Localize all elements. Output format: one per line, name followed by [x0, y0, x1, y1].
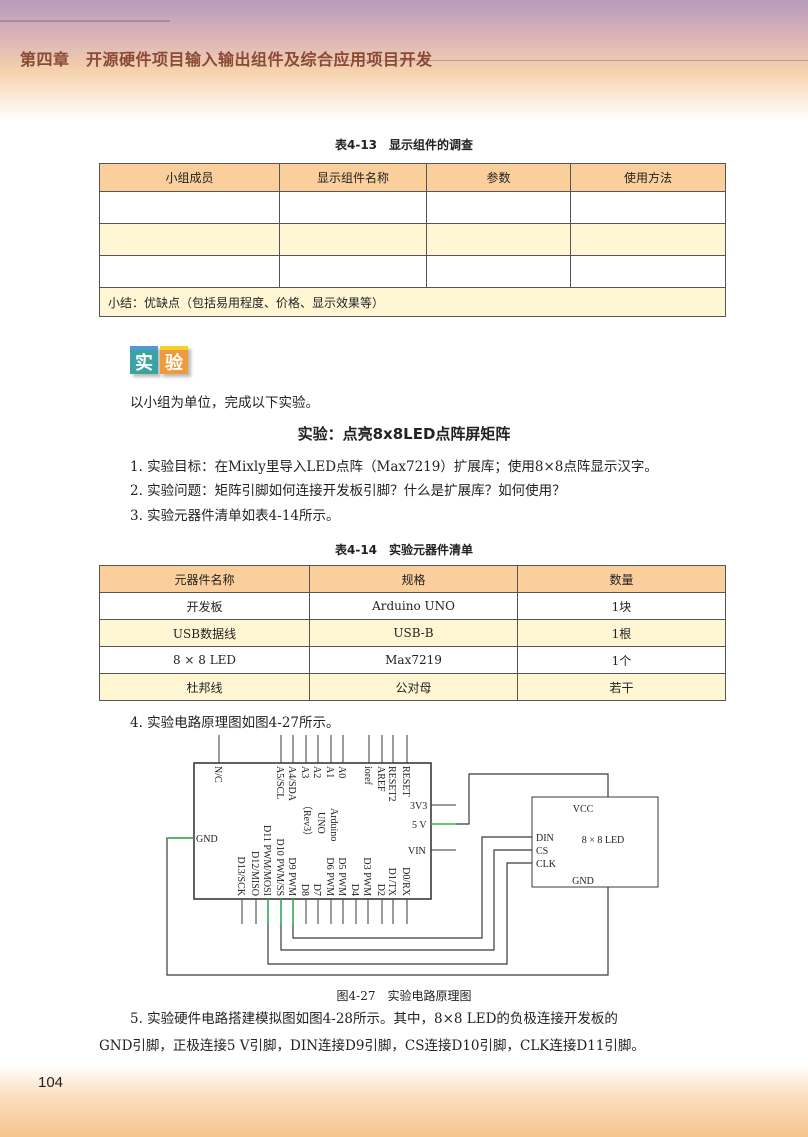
arduino-board [193, 762, 432, 900]
wire-d10-cs [280, 849, 532, 951]
board-label: UNO [315, 812, 326, 834]
table-row [99, 191, 726, 224]
pin-label-bottom: D7 [311, 884, 322, 896]
table-row: 杜邦线 公对母 若干 [99, 673, 726, 701]
cell: USB-B [309, 619, 518, 647]
col-header: 显示组件名称 [279, 163, 427, 192]
figure-caption: 图4-27 实验电路原理图 [336, 989, 472, 1003]
cell: 杜邦线 [99, 673, 310, 701]
step-5-line2: GND引脚，正极连接5 V引脚，DIN连接D9引脚，CS连接D10引脚，CLK连… [99, 1038, 645, 1054]
pin-label-top: RESET [400, 766, 411, 797]
table1-caption: 表4-13 显示组件的调查 [334, 138, 474, 152]
pin-label-bottom: D9 PWM [286, 857, 297, 896]
pin-label-3v3: 3V3 [410, 801, 427, 812]
cell: 若干 [517, 673, 726, 701]
experiment-badge: 实验 [130, 346, 188, 374]
pin-label-bottom: D12/MISO [249, 851, 260, 896]
step-5-line1: 5. 实验硬件电路搭建模拟图如图4-28所示。其中，8×8 LED的负极连接开发… [130, 1011, 618, 1027]
pin-label-top: A0 [336, 766, 347, 778]
component-table: 元器件名称 规格 数量 开发板 Arduino UNO 1块 USB数据线 USB-B 1根… [99, 565, 726, 701]
board-label: Arduino [328, 808, 339, 841]
led-name: 8 × 8 LED [582, 835, 625, 846]
led-pin-vcc: VCC [573, 804, 594, 815]
table-row: 开发板 Arduino UNO 1块 [99, 592, 726, 620]
page-header-banner [0, 0, 808, 120]
cell: 1个 [517, 646, 726, 674]
page-footer-banner [0, 1065, 808, 1137]
pin-label-top: RESET2 [386, 766, 397, 802]
pin-label-5v: 5 V [412, 820, 427, 831]
board-label: （Rev3） [301, 800, 313, 841]
cell: 1根 [517, 619, 726, 647]
led-pin-gnd: GND [572, 876, 594, 887]
wire-d11-clk [267, 862, 532, 965]
table-row: USB数据线 USB-B 1根 [99, 619, 726, 647]
pin-label-top: A3 [299, 766, 310, 778]
pin-label-bottom: D11 PWM/MOSI [261, 825, 272, 896]
summary-row: 小结：优缺点（包括易用程度、价格、显示效果等） [99, 287, 726, 317]
survey-table: 小组成员 显示组件名称 参数 使用方法 小结：优缺点（包括易用程度、价格、显示效果等） [99, 163, 726, 317]
col-header: 数量 [517, 565, 726, 593]
pin-label-bottom: D2 [375, 884, 386, 896]
pin-label-bottom: D6 PWM [324, 857, 335, 896]
table-row [99, 223, 726, 256]
pin-label-top: ioref [362, 766, 373, 786]
wire-d9-din [292, 836, 532, 939]
led-matrix-module [531, 796, 659, 888]
cell: USB数据线 [99, 619, 310, 647]
led-pin-clk: CLK [536, 859, 557, 870]
pin-label-vin: VIN [408, 846, 426, 857]
pin-label-bottom: D10 PWM/SS [274, 838, 285, 896]
cell: Arduino UNO [309, 592, 518, 620]
pin-label-bottom: D0/RX [400, 867, 411, 897]
step-4: 4. 实验电路原理图如图4-27所示。 [130, 715, 340, 731]
badge-char: 实 [130, 346, 158, 374]
wire-5v-vcc [456, 773, 609, 825]
cell: 1块 [517, 592, 726, 620]
pin-label-bottom: D1/TX [386, 868, 397, 897]
pin-label-top: N/C [212, 766, 223, 783]
table2-caption: 表4-14 实验元器件清单 [334, 543, 474, 557]
pin-label-bottom: D4 [349, 884, 360, 896]
pin-label-top: A4/SDA [286, 766, 297, 802]
pin-label-gnd: GND [196, 834, 218, 845]
cell: 公对母 [309, 673, 518, 701]
step-2: 2. 实验问题：矩阵引脚如何连接开发板引脚？什么是扩展库？如何使用？ [130, 483, 566, 499]
step-1: 1. 实验目标：在Mixly里导入LED点阵（Max7219）扩展库；使用8×8… [130, 459, 658, 475]
led-pin-din: DIN [536, 833, 554, 844]
step-3: 3. 实验元器件清单如表4-14所示。 [130, 508, 340, 524]
badge-char: 验 [160, 346, 188, 374]
pin-label-top: A2 [311, 766, 322, 778]
experiment-title: 实验：点亮8x8LED点阵屏矩阵 [297, 425, 511, 443]
pin-label-bottom: D13/SCK [235, 857, 246, 897]
col-header: 元器件名称 [99, 565, 310, 593]
col-header: 小组成员 [99, 163, 280, 192]
page-number: 104 [38, 1074, 64, 1091]
intro-text: 以小组为单位，完成以下实验。 [130, 395, 319, 411]
pin-label-top: A5/SCL [274, 766, 285, 799]
chapter-title: 第四章 开源硬件项目输入输出组件及综合应用项目开发 [20, 50, 433, 69]
led-pin-cs: CS [536, 846, 548, 857]
pin-label-bottom: D3 PWM [361, 857, 372, 896]
pin-label-top: AREF [375, 766, 386, 792]
cell: 8 × 8 LED [99, 646, 310, 674]
pin-label-top: A1 [324, 766, 335, 778]
pin-label-bottom: D5 PWM [336, 857, 347, 896]
pin-label-bottom: D8 [299, 884, 310, 896]
